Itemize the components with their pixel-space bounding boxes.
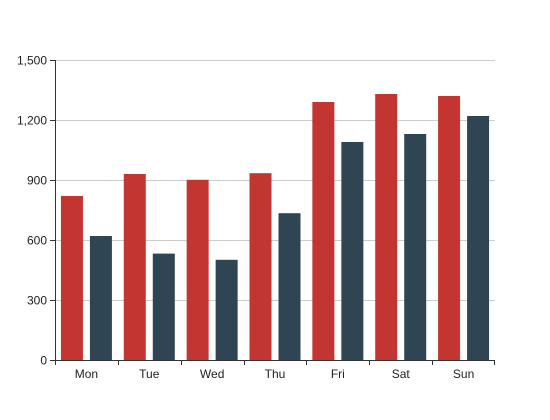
bar-wed-series-2: [215, 259, 238, 360]
x-tick-label: Sun: [453, 367, 474, 381]
y-tick-label: 300: [27, 294, 47, 308]
x-tick-label: Tue: [139, 367, 160, 381]
y-tick-label: 0: [40, 354, 47, 368]
x-tick-label: Mon: [75, 367, 98, 381]
axes: [50, 60, 495, 365]
bar-wed-series-1: [186, 179, 209, 360]
bar-mon-series-1: [60, 196, 83, 360]
y-tick-label: 900: [27, 174, 47, 188]
y-tick-label: 1,200: [17, 114, 47, 128]
x-tick-label: Wed: [200, 367, 224, 381]
x-tick-label: Sat: [392, 367, 411, 381]
bar-sun-series-1: [438, 96, 461, 360]
x-axis-labels: Mon Tue Wed Thu Fri Sat Sun: [75, 367, 474, 381]
x-tick-label: Thu: [265, 367, 286, 381]
bar-fri-series-1: [312, 102, 335, 360]
bar-tue-series-1: [123, 174, 146, 360]
x-tick-label: Fri: [331, 367, 345, 381]
y-axis-labels: 0 300 600 900 1,200 1,500: [17, 54, 47, 368]
y-tick-label: 600: [27, 234, 47, 248]
bar-fri-series-2: [341, 142, 364, 360]
bar-sat-series-2: [404, 134, 427, 360]
bar-thu-series-1: [249, 173, 272, 360]
bar-mon-series-2: [89, 236, 112, 360]
grid-lines: [55, 60, 495, 301]
bar-sun-series-2: [467, 116, 490, 360]
bar-tue-series-2: [152, 253, 175, 360]
bar-sat-series-1: [375, 94, 398, 360]
bar-thu-series-2: [278, 213, 301, 360]
bars: [60, 94, 490, 360]
y-tick-label: 1,500: [17, 54, 47, 68]
